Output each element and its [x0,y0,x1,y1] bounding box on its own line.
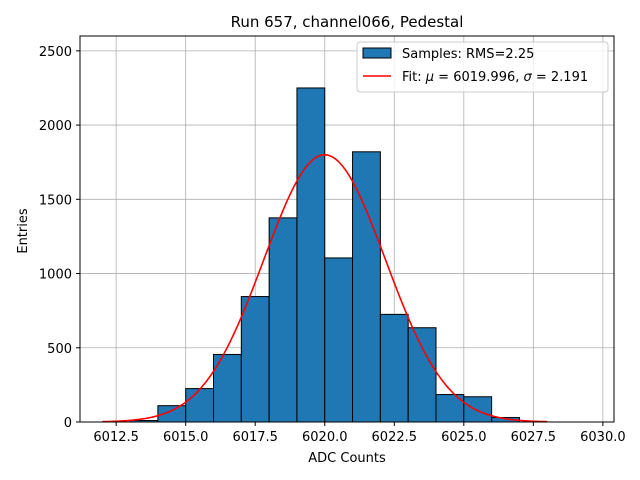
x-tick-label: 6030.0 [580,430,626,445]
y-tick-label: 1000 [39,268,72,283]
y-tick-label: 2000 [39,119,72,134]
histogram-bar [463,396,493,423]
chart-title: Run 657, channel066, Pedestal [231,13,464,31]
fit-curve-layer [102,153,548,423]
y-axis-label: Entries [16,208,31,254]
y-tick-label: 0 [64,416,72,431]
axis-ticks: 6012.5 6015.0 6017.5 6020.0 6022.5 6025.0 6027… [39,45,626,445]
legend-fit-prefix: Fit: [402,70,426,85]
x-tick-label: 6025.0 [441,430,487,445]
x-tick-label: 6017.5 [232,430,278,445]
x-axis-label: ADC Counts [308,451,386,466]
legend-label-samples: Samples: RMS=2.25 [402,47,534,62]
histogram-bar [352,151,381,423]
x-tick-label: 6015.0 [163,430,209,445]
y-tick-label: 2500 [39,45,72,60]
histogram-bar [324,257,354,423]
y-tick-label: 500 [47,342,72,357]
x-tick-label: 6012.5 [93,430,139,445]
histogram-bar [240,296,270,423]
legend: Samples: RMS=2.25 Fit: μ = 6019.996, σ =… [356,41,609,93]
histogram-bar [185,388,214,423]
y-tick-label: 1500 [39,193,72,208]
legend-label-fit: Fit: μ = 6019.996, σ = 2.191 [402,70,588,85]
legend-sigma-symbol: σ [524,70,533,85]
histogram-bar [296,87,326,423]
legend-mu-symbol: μ [425,70,434,85]
legend-mu-value: = 6019.996, [434,70,523,85]
histogram-bar [379,313,409,423]
x-tick-label: 6022.5 [372,430,418,445]
x-tick-label: 6027.5 [511,430,557,445]
histogram-bar [407,327,437,423]
histogram-bar [268,217,298,423]
legend-bar-swatch [362,47,392,59]
gaussian-fit-curve [102,153,548,423]
legend-sigma-value: = 2.191 [532,70,588,85]
legend-box [356,41,609,93]
x-tick-label: 6020.0 [302,430,348,445]
plot-frame [79,35,615,423]
